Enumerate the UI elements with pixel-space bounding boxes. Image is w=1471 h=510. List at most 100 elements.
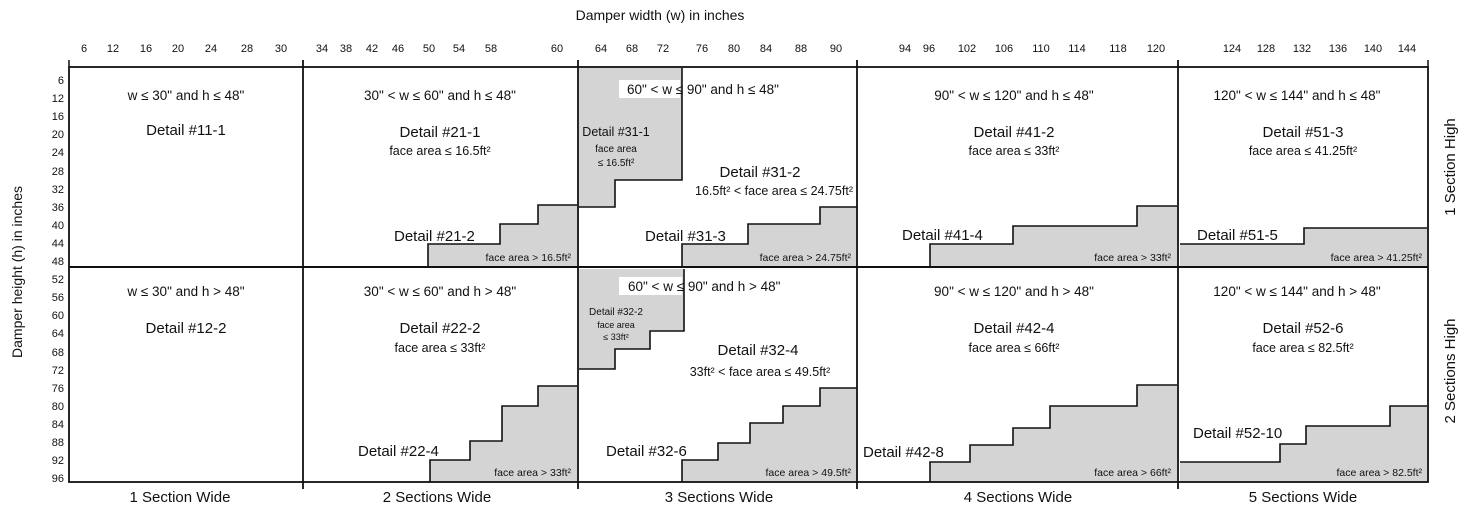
row1-cells: w ≤ 30" and h ≤ 48" Detail #11-1 30" < w… xyxy=(127,82,1423,264)
detail-22-2: Detail #22-2 xyxy=(400,320,481,337)
x-tick-label: 16 xyxy=(140,43,152,55)
x-tick-label: 106 xyxy=(995,43,1013,55)
y-axis-title: Damper height (h) in inches xyxy=(9,186,25,358)
y-axis-ticks: 6 12 16 20 24 28 32 36 40 44 48 52 56 60 64 68 72 76 80 84 8… xyxy=(52,75,64,485)
x-tick-label: 114 xyxy=(1068,43,1086,55)
x-tick-label: 88 xyxy=(795,43,807,55)
face-41-2: face area ≤ 33ft² xyxy=(969,144,1060,158)
y-tick-label: 84 xyxy=(52,419,64,431)
x-tick-label: 144 xyxy=(1398,43,1416,55)
detail-11-1: Detail #11-1 xyxy=(146,122,226,139)
shade-42-8 xyxy=(930,385,1177,482)
shaded-regions xyxy=(428,68,1427,482)
detail-51-5: Detail #51-5 xyxy=(1197,227,1278,244)
detail-41-2: Detail #41-2 xyxy=(974,124,1055,141)
x-tick-label: 20 xyxy=(172,43,184,55)
x-tick-label: 140 xyxy=(1364,43,1382,55)
face-31-3: face area > 24.75ft² xyxy=(760,252,852,264)
y-tick-label: 88 xyxy=(52,437,64,449)
shade-31-3 xyxy=(682,207,857,266)
x-tick-label: 118 xyxy=(1109,43,1127,55)
y-tick-label: 68 xyxy=(52,347,64,359)
face-42-8: face area > 66ft² xyxy=(1094,467,1171,479)
shade-51-5 xyxy=(1180,228,1427,266)
y-tick-label: 20 xyxy=(52,129,64,141)
x-tick-label: 120 xyxy=(1147,43,1165,55)
detail-31-2: Detail #31-2 xyxy=(720,164,801,181)
detail-52-10: Detail #52-10 xyxy=(1193,425,1282,442)
detail-41-4: Detail #41-4 xyxy=(902,227,983,244)
detail-12-2: Detail #12-2 xyxy=(146,320,227,337)
detail-32-4: Detail #32-4 xyxy=(718,342,799,359)
x-tick-label: 102 xyxy=(958,43,976,55)
face-51-3: face area ≤ 41.25ft² xyxy=(1249,144,1357,158)
shade-21-2 xyxy=(428,205,577,266)
x-tick-label: 90 xyxy=(830,43,842,55)
y-tick-label: 12 xyxy=(52,93,64,105)
detail-52-6: Detail #52-6 xyxy=(1263,320,1344,337)
x-tick-label: 54 xyxy=(453,43,465,55)
condition-c3r1: 60" < w ≤ 90" and h ≤ 48" xyxy=(627,82,779,97)
x-tick-label: 28 xyxy=(241,43,253,55)
face-32-2a: face area xyxy=(597,320,635,330)
y-tick-label: 36 xyxy=(52,202,64,214)
y-tick-label: 28 xyxy=(52,166,64,178)
y-tick-label: 16 xyxy=(52,111,64,123)
x-tick-label: 46 xyxy=(392,43,404,55)
footer-col-4: 4 Sections Wide xyxy=(964,489,1072,506)
condition-c3r2: 60" < w ≤ 90" and h > 48" xyxy=(628,279,781,294)
shade-31-1 xyxy=(579,68,682,207)
detail-32-2: Detail #32-2 xyxy=(589,307,643,318)
x-tick-label: 132 xyxy=(1293,43,1311,55)
x-axis-title: Damper width (w) in inches xyxy=(576,7,745,23)
x-tick-label: 6 xyxy=(81,43,87,55)
face-31-1a: face area xyxy=(595,144,637,155)
y-tick-label: 72 xyxy=(52,365,64,377)
x-tick-label: 38 xyxy=(340,43,352,55)
x-tick-label: 64 xyxy=(595,43,607,55)
face-21-1: face area ≤ 16.5ft² xyxy=(389,144,490,158)
x-tick-label: 76 xyxy=(696,43,708,55)
column-footers: 1 Section Wide 2 Sections Wide 3 Section… xyxy=(130,489,1358,506)
y-tick-label: 92 xyxy=(52,455,64,467)
face-22-4: face area > 33ft² xyxy=(494,467,571,479)
shade-32-6 xyxy=(682,388,857,482)
y-tick-label: 6 xyxy=(58,75,64,87)
condition-c1r1: w ≤ 30" and h ≤ 48" xyxy=(127,88,245,103)
detail-42-4: Detail #42-4 xyxy=(974,320,1055,337)
y-tick-label: 76 xyxy=(52,383,64,395)
face-42-4: face area ≤ 66ft² xyxy=(969,341,1060,355)
row2-cells: w ≤ 30" and h > 48" Detail #12-2 30" < w… xyxy=(126,279,1422,479)
footer-col-1: 1 Section Wide xyxy=(130,489,231,506)
face-51-5: face area > 41.25ft² xyxy=(1331,252,1423,264)
x-tick-label: 30 xyxy=(275,43,287,55)
y-tick-label: 32 xyxy=(52,184,64,196)
face-32-4: 33ft² < face area ≤ 49.5ft² xyxy=(690,365,831,379)
face-31-1b: ≤ 16.5ft² xyxy=(598,158,635,169)
face-21-2: face area > 16.5ft² xyxy=(485,252,571,264)
step-outlines xyxy=(427,68,1427,482)
y-tick-label: 40 xyxy=(52,220,64,232)
detail-42-8: Detail #42-8 xyxy=(863,444,944,461)
detail-51-3: Detail #51-3 xyxy=(1263,124,1344,141)
condition-c4r1: 90" < w ≤ 120" and h ≤ 48" xyxy=(934,88,1094,103)
x-tick-label: 34 xyxy=(316,43,328,55)
x-tick-label: 80 xyxy=(728,43,740,55)
x-tick-label: 110 xyxy=(1032,43,1050,55)
face-52-10: face area > 82.5ft² xyxy=(1336,467,1422,479)
y-tick-label: 60 xyxy=(52,310,64,322)
detail-31-3: Detail #31-3 xyxy=(645,228,726,245)
shade-41-4 xyxy=(930,206,1177,266)
detail-21-1: Detail #21-1 xyxy=(400,124,481,141)
x-tick-label: 136 xyxy=(1329,43,1347,55)
x-tick-label: 12 xyxy=(107,43,119,55)
x-tick-label: 94 xyxy=(899,43,911,55)
detail-21-2: Detail #21-2 xyxy=(394,228,475,245)
face-22-2: face area ≤ 33ft² xyxy=(395,341,486,355)
row-label-1: 1 Section High xyxy=(1442,118,1459,216)
detail-31-1: Detail #31-1 xyxy=(582,125,649,139)
x-tick-label: 68 xyxy=(626,43,638,55)
x-tick-label: 124 xyxy=(1223,43,1241,55)
shade-22-4 xyxy=(430,386,577,482)
row-label-2: 2 Sections High xyxy=(1442,318,1459,423)
